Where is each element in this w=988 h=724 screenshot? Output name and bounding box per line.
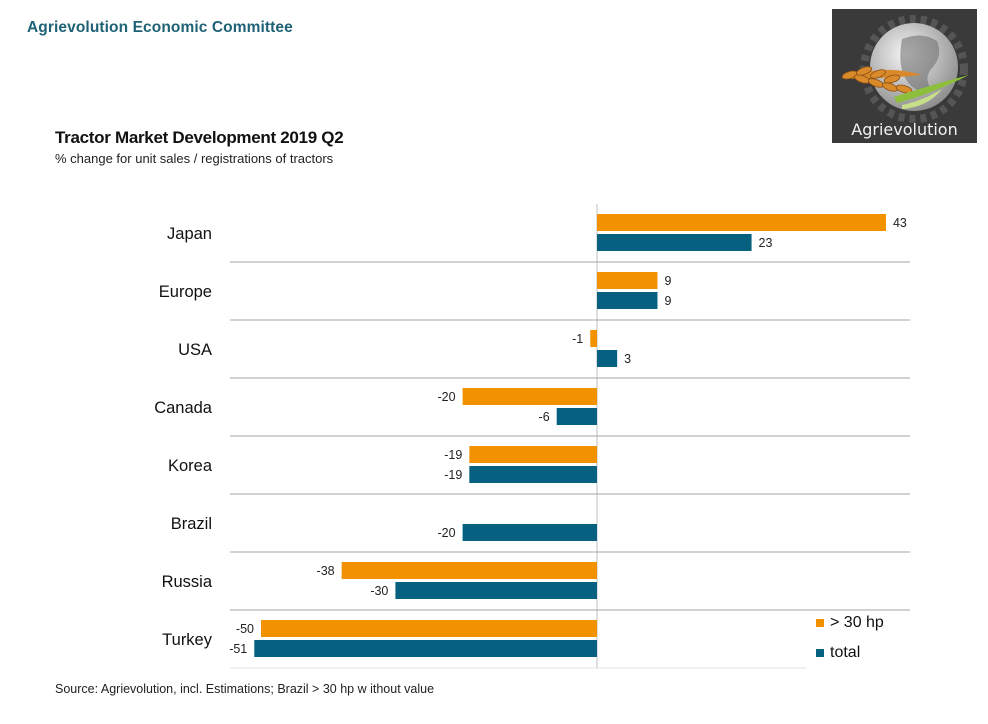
legend-label: total — [830, 644, 861, 661]
bar-over-30hp — [597, 214, 886, 231]
category-label: Canada — [154, 399, 213, 417]
data-label: -19 — [444, 448, 462, 462]
bar-over-30hp — [261, 620, 597, 637]
legend-item-total: total — [816, 644, 860, 662]
category-label: USA — [178, 341, 212, 359]
globe-wheat-icon — [841, 15, 969, 123]
bar-over-30hp — [590, 330, 597, 347]
data-label: -50 — [236, 622, 254, 636]
data-label: 9 — [664, 294, 671, 308]
bar-over-30hp — [469, 446, 597, 463]
bar-total — [597, 292, 658, 309]
legend-swatch-total — [816, 649, 824, 657]
category-label: Europe — [159, 283, 212, 301]
bar-total — [597, 350, 618, 367]
bar-total — [556, 408, 597, 425]
bar-over-30hp — [341, 562, 597, 579]
data-label: -1 — [572, 332, 583, 346]
chart-legend: > 30 hp total — [806, 612, 910, 670]
chart-subtitle: % change for unit sales / registrations … — [55, 151, 334, 166]
category-label: Russia — [162, 573, 213, 591]
bar-total — [395, 582, 597, 599]
legend-swatch-over-30hp — [816, 619, 824, 627]
category-label: Brazil — [171, 515, 212, 533]
category-label: Turkey — [162, 631, 213, 649]
logo-text: Agrievolution — [851, 120, 958, 139]
data-label: -19 — [444, 468, 462, 482]
bar-over-30hp — [597, 272, 658, 289]
organization-title: Agrievolution Economic Committee — [27, 19, 293, 36]
bar-total — [597, 234, 752, 251]
bar-total — [469, 466, 597, 483]
bar-total — [462, 524, 597, 541]
bar-total — [254, 640, 597, 657]
category-label: Korea — [168, 457, 213, 475]
data-label: -20 — [438, 526, 456, 540]
data-label: 43 — [893, 216, 907, 230]
data-label: -30 — [370, 584, 388, 598]
data-label: 23 — [759, 236, 773, 250]
chart-title: Tractor Market Development 2019 Q2 — [55, 128, 344, 147]
source-note: Source: Agrievolution, incl. Estimations… — [55, 682, 435, 696]
data-label: 3 — [624, 352, 631, 366]
data-label: 9 — [664, 274, 671, 288]
legend-item-over-30hp: > 30 hp — [816, 614, 884, 632]
legend-label: > 30 hp — [830, 614, 884, 631]
data-label: -6 — [539, 410, 550, 424]
data-label: -51 — [229, 642, 247, 656]
category-label: Japan — [167, 225, 212, 243]
data-label: -38 — [317, 564, 335, 578]
bar-over-30hp — [462, 388, 597, 405]
agrievolution-logo: Agrievolution — [832, 9, 977, 143]
data-label: -20 — [438, 390, 456, 404]
